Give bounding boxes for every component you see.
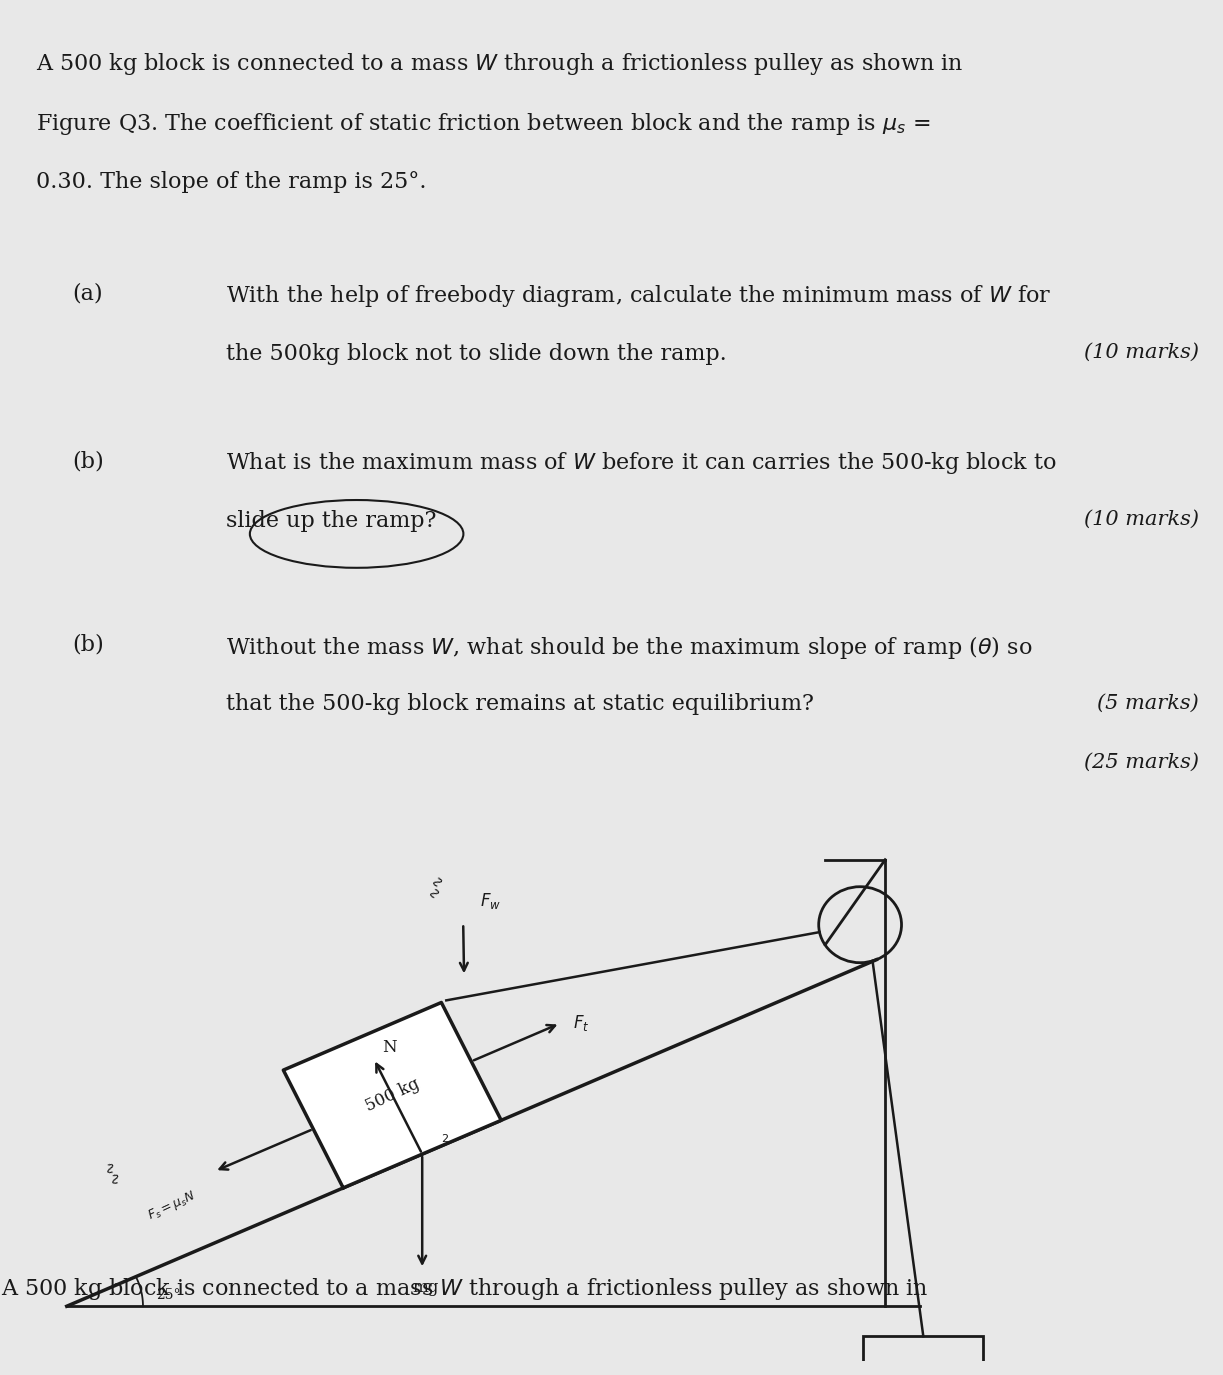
- Text: (25 marks): (25 marks): [1084, 754, 1199, 773]
- Text: (b): (b): [72, 450, 104, 472]
- Text: 2: 2: [440, 1134, 448, 1144]
- Text: A 500 kg block is connected to a mass $W$ through a frictionless pulley as shown: A 500 kg block is connected to a mass $W…: [1, 1276, 928, 1302]
- Text: mg: mg: [412, 1279, 439, 1297]
- Text: slide up the ramp?: slide up the ramp?: [226, 510, 437, 532]
- Text: What is the maximum mass of $W$ before it can carries the 500-kg block to: What is the maximum mass of $W$ before i…: [226, 450, 1057, 476]
- Text: ∿∿: ∿∿: [100, 1156, 125, 1185]
- Text: (a): (a): [72, 283, 103, 305]
- Text: (10 marks): (10 marks): [1084, 342, 1199, 362]
- Text: 500 kg: 500 kg: [362, 1075, 422, 1115]
- Text: the 500kg block not to slide down the ramp.: the 500kg block not to slide down the ra…: [226, 342, 726, 364]
- Text: $F_w$: $F_w$: [479, 891, 500, 912]
- Text: $F_s = \mu_s N$: $F_s = \mu_s N$: [146, 1188, 198, 1224]
- Text: N: N: [383, 1040, 397, 1056]
- Text: 0.30. The slope of the ramp is 25°.: 0.30. The slope of the ramp is 25°.: [37, 170, 427, 193]
- Text: that the 500-kg block remains at static equilibrium?: that the 500-kg block remains at static …: [226, 693, 815, 715]
- Polygon shape: [284, 1002, 501, 1188]
- Text: (10 marks): (10 marks): [1084, 510, 1199, 529]
- Text: A 500 kg block is connected to a mass $W$ through a frictionless pulley as shown: A 500 kg block is connected to a mass $W…: [37, 51, 964, 77]
- Text: Figure Q3. The coefficient of static friction between block and the ramp is $\mu: Figure Q3. The coefficient of static fri…: [37, 111, 931, 138]
- Text: $F_t$: $F_t$: [574, 1013, 589, 1034]
- Text: (b): (b): [72, 634, 104, 656]
- Text: With the help of freebody diagram, calculate the minimum mass of $W$ for: With the help of freebody diagram, calcu…: [226, 283, 1052, 309]
- Bar: [863, 1336, 983, 1375]
- Text: ∿∿: ∿∿: [426, 872, 446, 899]
- Text: (5 marks): (5 marks): [1097, 693, 1199, 712]
- Text: 25°: 25°: [157, 1288, 181, 1302]
- Text: Without the mass $W$, what should be the maximum slope of ramp ($\theta$) so: Without the mass $W$, what should be the…: [226, 634, 1032, 660]
